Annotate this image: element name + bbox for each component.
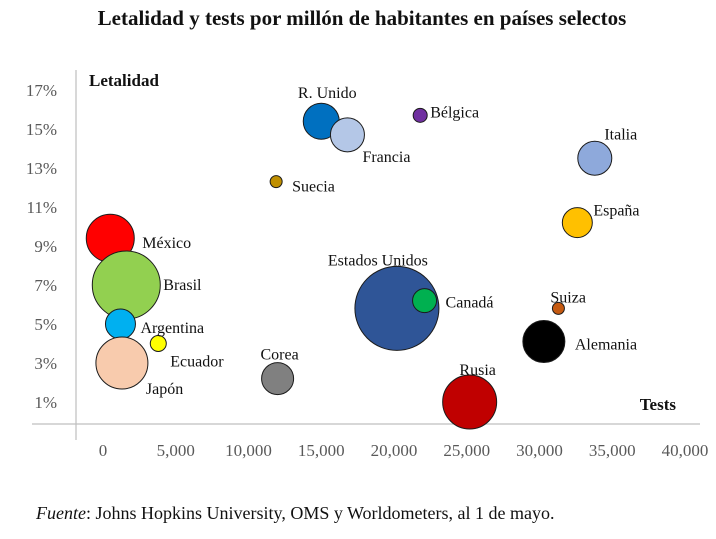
bubble-japon	[95, 336, 149, 390]
y-tick-label: 1%	[34, 393, 57, 412]
bubble-rusia	[442, 374, 498, 430]
bubble-label-mexico: México	[142, 235, 191, 252]
bubble-label-group: R. Unido Francia Bélgica Suecia Italia España…	[140, 85, 639, 398]
x-tick-group: 0 5,000 10,000 15,000 20,000 25,000 30,000 35,0…	[99, 441, 709, 460]
x-tick-label: 0	[99, 441, 108, 460]
source-note: Fuente: Johns Hopkins University, OMS y …	[35, 503, 555, 523]
bubble-label-rusia: Rusia	[459, 362, 495, 379]
y-tick-label: 17%	[26, 81, 57, 100]
bubble-label-italia: Italia	[604, 126, 637, 143]
y-tick-label: 3%	[34, 354, 57, 373]
bubble-suiza	[551, 301, 565, 315]
x-axis-title: Tests	[640, 395, 677, 414]
source-text: : Johns Hopkins University, OMS y Worldo…	[86, 503, 555, 523]
x-tick-label: 25,000	[443, 441, 490, 460]
bubble-label-brasil: Brasil	[163, 277, 202, 294]
bubble-label-suecia: Suecia	[292, 179, 335, 196]
bubble-label-espana: España	[593, 203, 639, 220]
y-tick-label: 15%	[26, 120, 57, 139]
y-tick-label: 5%	[34, 315, 57, 334]
x-tick-label: 30,000	[516, 441, 563, 460]
bubble-argentina	[104, 308, 136, 340]
bubble-brasil	[91, 250, 161, 320]
bubble-italia	[577, 140, 613, 176]
y-axis-title: Letalidad	[89, 71, 159, 90]
bubble-label-r-unido: R. Unido	[298, 85, 357, 102]
bubble-espana	[561, 207, 593, 239]
bubble-group	[85, 102, 613, 430]
y-tick-label: 13%	[26, 159, 57, 178]
x-tick-label: 35,000	[589, 441, 636, 460]
bubble-label-canada: Canadá	[446, 295, 494, 312]
chart-title: Letalidad y tests por millón de habitant…	[98, 6, 627, 30]
bubble-label-belgica: Bélgica	[430, 104, 479, 121]
bubble-label-ecuador: Ecuador	[170, 354, 224, 371]
bubble-label-alemania: Alemania	[575, 337, 637, 354]
y-tick-label: 9%	[34, 237, 57, 256]
x-tick-label: 40,000	[662, 441, 709, 460]
bubble-francia	[329, 117, 365, 153]
bubble-label-argentina: Argentina	[140, 320, 204, 337]
y-tick-label: 7%	[34, 276, 57, 295]
bubble-estados-unidos	[354, 265, 440, 351]
x-tick-label: 10,000	[225, 441, 272, 460]
bubble-label-corea: Corea	[260, 347, 298, 364]
x-tick-label: 5,000	[157, 441, 195, 460]
bubble-corea	[261, 362, 295, 396]
bubble-label-estados-unidos: Estados Unidos	[328, 252, 428, 269]
bubble-belgica	[412, 107, 428, 123]
bubble-alemania	[522, 320, 566, 364]
bubble-label-suiza: Suiza	[550, 289, 586, 306]
x-tick-label: 20,000	[371, 441, 418, 460]
bubble-suecia	[269, 175, 283, 189]
x-tick-label: 15,000	[298, 441, 345, 460]
bubble-ecuador	[149, 335, 167, 352]
y-tick-label: 11%	[26, 198, 57, 217]
bubble-label-francia: Francia	[362, 149, 410, 166]
y-tick-group: 1% 3% 5% 7% 9% 11% 13% 15% 17%	[26, 81, 57, 412]
bubble-label-japon: Japón	[146, 381, 183, 398]
bubble-canada	[412, 288, 438, 314]
source-fuente: Fuente	[35, 503, 86, 523]
